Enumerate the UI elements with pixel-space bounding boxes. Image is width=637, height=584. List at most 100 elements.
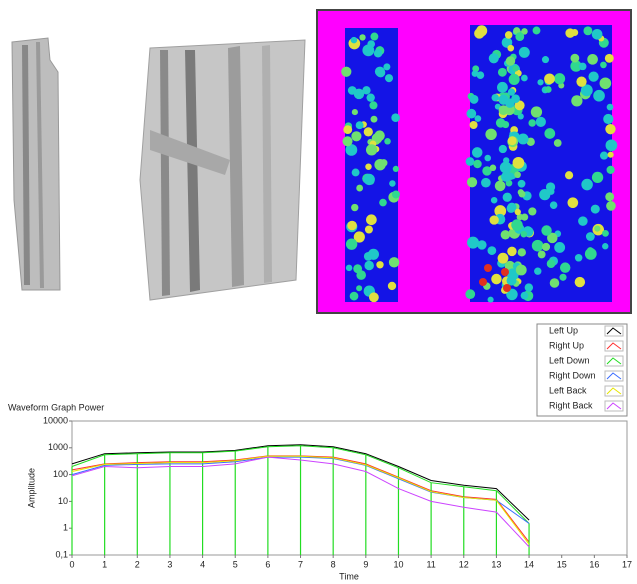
legend-swatch-box — [605, 371, 623, 381]
y-tick-label: 10000 — [43, 415, 68, 425]
heatmap-spot — [351, 131, 361, 141]
heatmap-spot — [560, 262, 570, 272]
legend-label: Left Back — [549, 385, 587, 395]
heatmap-spot — [544, 73, 555, 84]
heatmap-spot — [380, 159, 387, 166]
plot-frame — [72, 421, 627, 555]
heatmap-spot — [366, 144, 377, 155]
x-tick-label: 16 — [589, 559, 599, 569]
heatmap-spot — [528, 207, 536, 215]
x-tick-label: 11 — [426, 559, 435, 569]
heatmap-spot — [606, 139, 618, 151]
heatmap-spot — [371, 116, 378, 123]
heatmap-spot — [576, 77, 586, 87]
x-tick-label: 2 — [135, 559, 140, 569]
heatmap-spot — [511, 219, 522, 230]
heatmap-spot — [490, 165, 496, 171]
legend-label: Left Up — [549, 325, 578, 335]
heatmap-spot — [550, 201, 558, 209]
heatmap-spot — [541, 225, 551, 235]
heatmap-spot — [518, 248, 526, 256]
heatmap-spot — [385, 74, 393, 82]
heatmap-spot — [362, 86, 370, 94]
heatmap-spot — [607, 104, 614, 111]
chart-title: Waveform Graph Power — [8, 402, 104, 412]
heatmap-spot — [592, 29, 603, 40]
x-tick-label: 9 — [363, 559, 368, 569]
heatmap-spot — [374, 49, 382, 57]
heatmap-spot — [603, 114, 613, 124]
heatmap-spot — [370, 33, 378, 41]
x-tick-label: 7 — [298, 559, 303, 569]
heatmap-spot — [503, 193, 512, 202]
heatmap-spot — [347, 221, 357, 231]
heatmap-spot — [602, 243, 608, 249]
heatmap-spot — [520, 231, 527, 238]
heatmap-spot — [591, 205, 600, 214]
heatmap-spot — [518, 180, 526, 188]
heatmap-spot — [588, 71, 598, 81]
heatmap-spot — [542, 56, 549, 63]
heatmap-spot — [554, 139, 562, 147]
heatmap-spot — [581, 179, 593, 191]
heatmap-spot — [542, 243, 550, 251]
heatmap-spot — [479, 278, 487, 286]
heatmap-spot — [474, 28, 484, 38]
heatmap-spot — [571, 95, 582, 106]
heatmap-spot — [507, 247, 516, 256]
heatmap-spot — [594, 226, 600, 232]
legend-label: Right Down — [549, 370, 596, 380]
heatmap-spot — [506, 56, 515, 65]
heatmap-spot — [537, 79, 543, 85]
heatmap-spot — [538, 118, 545, 125]
heatmap-spot — [346, 265, 352, 271]
legend-swatch-box — [605, 341, 623, 351]
heatmap-spot — [509, 74, 520, 85]
heatmap-spot — [498, 95, 508, 105]
heatmap-spot — [600, 62, 607, 69]
heatmap-spot — [605, 124, 615, 134]
heatmap-spot — [501, 230, 510, 239]
heatmap-spot — [351, 37, 357, 43]
heatmap-spot — [491, 197, 498, 204]
heatmap-spot — [365, 163, 371, 169]
heatmap-spot — [550, 278, 560, 288]
heatmap-spot — [538, 251, 546, 259]
heatmap-spot — [525, 283, 533, 291]
x-tick-label: 8 — [331, 559, 336, 569]
heatmap-spot — [592, 172, 603, 183]
heatmap-spot — [351, 204, 358, 211]
heatmap-spot — [586, 232, 595, 241]
heatmap-spot — [379, 199, 387, 207]
heatmap-spot — [587, 54, 598, 65]
x-axis-label: Time — [339, 571, 359, 581]
heatmap-spot — [544, 128, 555, 139]
heatmap-spot — [578, 216, 588, 226]
heatmap-spot — [491, 274, 502, 285]
heatmap-spot — [356, 185, 363, 192]
heatmap-spot — [391, 113, 400, 122]
heatmap-spot — [532, 240, 544, 252]
heatmap-spot — [512, 65, 518, 71]
x-tick-label: 10 — [393, 559, 403, 569]
heatmap-spot — [568, 197, 579, 208]
heatmap-spot — [376, 261, 383, 268]
heatmap-spot — [488, 297, 494, 303]
heatmap-spot — [579, 63, 587, 71]
heatmap-spot — [467, 177, 477, 187]
heatmap-spot — [352, 169, 360, 177]
x-tick-label: 4 — [200, 559, 205, 569]
heatmap-spot — [375, 67, 385, 77]
heatmap-image — [317, 10, 631, 313]
heatmap-spot — [583, 26, 592, 35]
heatmap-spot — [392, 190, 400, 198]
screen: Waveform Graph Power Time Amplitude 0,11… — [0, 0, 637, 584]
heatmap-spot — [467, 109, 477, 119]
y-tick-label: 100 — [53, 469, 68, 479]
heatmap-spot — [606, 201, 616, 211]
heatmap-spot — [587, 247, 594, 254]
heatmap-spot — [366, 93, 374, 101]
heatmap-spot — [388, 282, 396, 290]
heatmap-spot — [554, 73, 565, 84]
heatmap-spot — [575, 277, 585, 287]
